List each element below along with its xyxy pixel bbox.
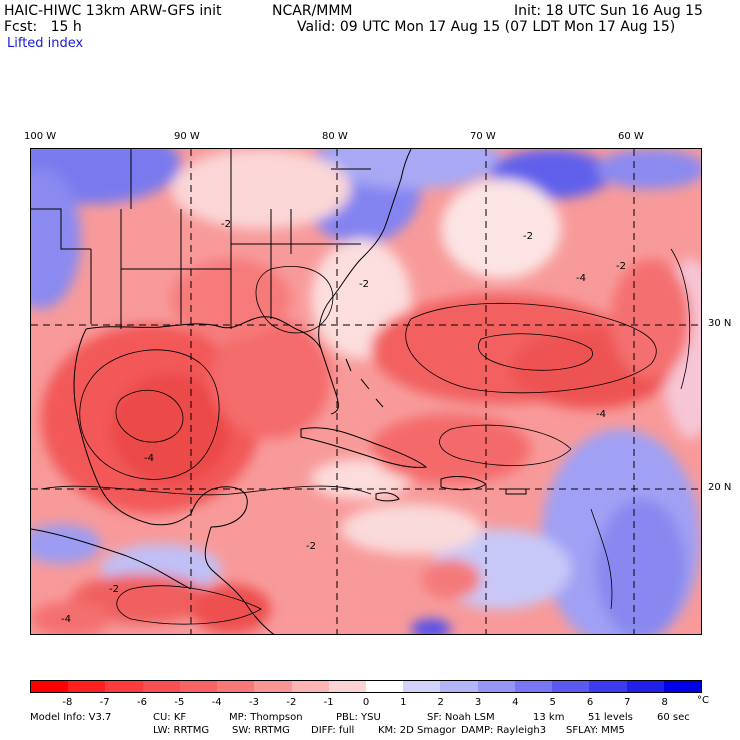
lifted-index-map: -2 -4 -2 -2 -4 -2 -4 -2 -2 -4 xyxy=(31,149,701,634)
lon-label-60w: 60 W xyxy=(618,131,644,142)
contour-label: -4 xyxy=(596,409,606,420)
lon-label-100w: 100 W xyxy=(24,131,57,142)
colorbar-label: -1 xyxy=(323,697,334,708)
colorbar-label: -2 xyxy=(286,697,297,708)
lat-label-20n: 20 N xyxy=(708,482,732,493)
contour-label: -4 xyxy=(144,453,154,464)
colorbar-label: 8 xyxy=(661,697,668,708)
colorbar-label: -6 xyxy=(137,697,147,708)
contour-label-group: -2 -4 -2 -2 -4 -2 -4 -2 -2 -4 xyxy=(61,219,626,625)
colorbar-label: 0 xyxy=(362,697,370,708)
colorbar-label: -8 xyxy=(62,697,73,708)
colorbar-label: -5 xyxy=(174,697,185,708)
colorbar-swatch xyxy=(254,681,292,692)
colorbar-swatch xyxy=(105,681,143,692)
map-panel: -2 -4 -2 -2 -4 -2 -4 -2 -2 -4 xyxy=(30,148,702,635)
contour-label: -2 xyxy=(523,231,533,242)
colorbar-swatch xyxy=(514,681,553,692)
colorbar-swatch xyxy=(477,681,515,692)
colorbar-swatch xyxy=(328,681,366,692)
surface-layer: SFLAY: MM5 xyxy=(566,725,625,736)
grid-spacing: 13 km xyxy=(533,712,565,723)
colorbar-swatch xyxy=(217,681,255,692)
field-name: Lifted index xyxy=(7,36,84,51)
contour-lines xyxy=(40,248,691,625)
diffusion-option: DIFF: full xyxy=(311,725,355,736)
contour-label: -4 xyxy=(61,614,71,625)
model-version: Model Info: V3.7 xyxy=(30,712,112,723)
colorbar-swatch xyxy=(403,681,441,692)
colorbar-label: -3 xyxy=(249,697,259,708)
colorbar-unit: °C xyxy=(697,695,709,706)
colorbar-label: 3 xyxy=(474,697,482,708)
microphysics-scheme: MP: Thompson xyxy=(229,712,303,723)
shortwave-scheme: SW: RRTMG xyxy=(232,725,290,736)
colorbar-swatch xyxy=(663,681,701,692)
time-step: 60 sec xyxy=(657,712,690,723)
colorbar-label: 6 xyxy=(586,697,594,708)
colorbar-label: -4 xyxy=(211,697,222,708)
colorbar-swatch xyxy=(31,681,69,692)
colorbar-swatch xyxy=(552,681,590,692)
org-label: NCAR/MMM xyxy=(272,3,353,19)
lon-label-90w: 90 W xyxy=(174,131,200,142)
contour-label: -4 xyxy=(576,273,586,284)
pbl-scheme: PBL: YSU xyxy=(336,712,381,723)
lon-label-70w: 70 W xyxy=(470,131,496,142)
eddy-coefficient: KM: 2D Smagor xyxy=(378,725,456,736)
colorbar-swatch xyxy=(365,681,404,692)
surface-scheme: SF: Noah LSM xyxy=(427,712,495,723)
contour-label: -2 xyxy=(306,541,316,552)
colorbar-swatch xyxy=(440,681,478,692)
cumulus-scheme: CU: KF xyxy=(153,712,187,723)
forecast-hour: Fcst: 15 h xyxy=(4,19,82,35)
contour-label: -2 xyxy=(221,219,231,230)
lat-label-30n: 30 N xyxy=(708,318,732,329)
graticule xyxy=(31,149,701,634)
contour-label: -2 xyxy=(109,584,119,595)
valid-time: Valid: 09 UTC Mon 17 Aug 15 (07 LDT Mon … xyxy=(297,19,676,35)
colorbar-swatch xyxy=(589,681,627,692)
colorbar-swatch xyxy=(291,681,329,692)
coastlines xyxy=(31,149,527,634)
damping-option: DAMP: Rayleigh3 xyxy=(461,725,547,736)
colorbar-label: 2 xyxy=(437,697,444,708)
colorbar xyxy=(30,680,702,693)
contour-label: -2 xyxy=(359,279,369,290)
colorbar-label: 1 xyxy=(400,697,407,708)
model-title: HAIC-HIWC 13km ARW-GFS init xyxy=(4,3,222,19)
longwave-scheme: LW: RRTMG xyxy=(153,725,210,736)
init-time: Init: 18 UTC Sun 16 Aug 15 xyxy=(514,3,703,19)
field-shading xyxy=(31,149,701,634)
vertical-levels: 51 levels xyxy=(588,712,633,723)
colorbar-swatch xyxy=(626,681,664,692)
colorbar-label: -7 xyxy=(99,697,110,708)
lon-label-80w: 80 W xyxy=(322,131,348,142)
colorbar-swatch xyxy=(142,681,180,692)
colorbar-label: 5 xyxy=(549,697,556,708)
colorbar-label: 7 xyxy=(624,697,631,708)
colorbar-swatch xyxy=(179,681,218,692)
colorbar-label: 4 xyxy=(512,697,519,708)
colorbar-swatch xyxy=(68,681,106,692)
contour-label: -2 xyxy=(616,261,626,272)
